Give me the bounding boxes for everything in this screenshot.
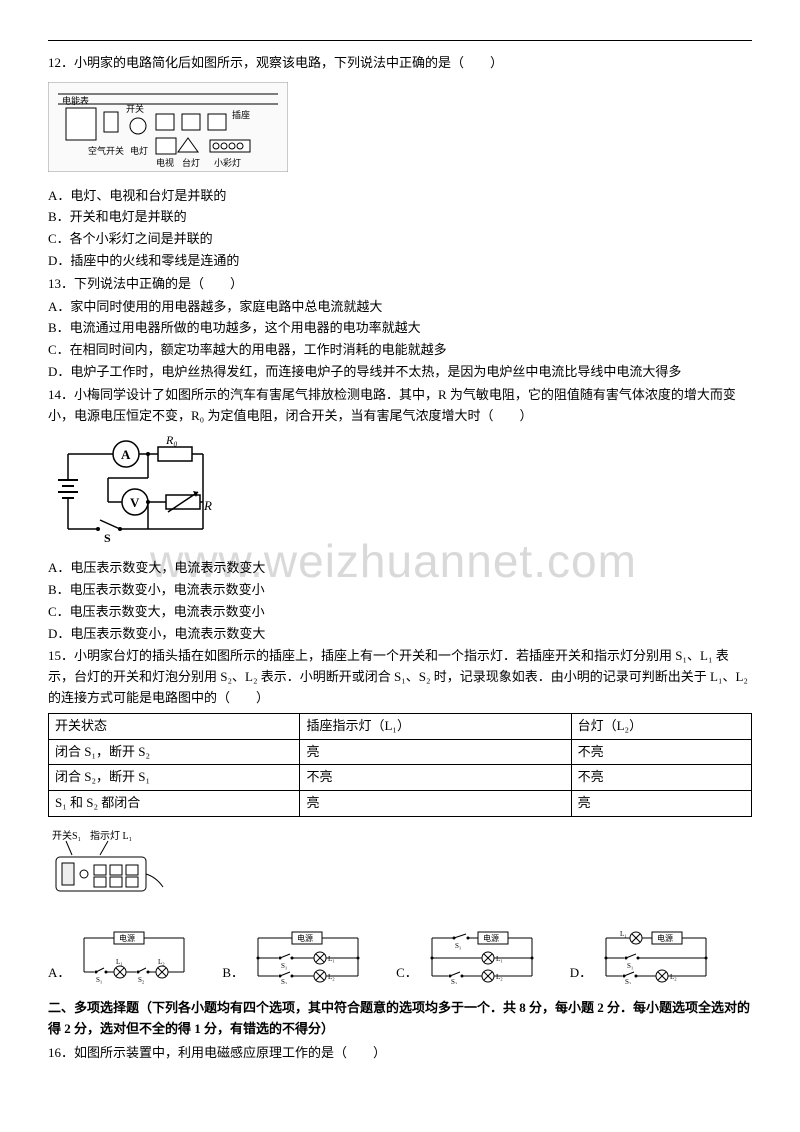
q14-stem: 14．小梅同学设计了如图所示的汽车有害尾气排放检测电路．其中，R 为气敏电阻，它… xyxy=(48,385,752,427)
q15-stem: 15．小明家台灯的插头插在如图所示的插座上，插座上有一个开关和一个指示灯．若插座… xyxy=(48,646,752,708)
svg-text:S₁: S₁ xyxy=(627,962,633,970)
svg-text:V: V xyxy=(130,495,140,510)
svg-text:电源: 电源 xyxy=(119,933,135,943)
q12-stem: 12．小明家的电路简化后如图所示，观察该电路，下列说法中正确的是（ ） xyxy=(48,53,752,74)
svg-text:A: A xyxy=(121,447,131,462)
section2-title: 二、多项选择题（下列各小题均有四个选项，其中符合题意的选项均多于一个．共 8 分… xyxy=(48,998,752,1040)
svg-text:S₁: S₁ xyxy=(455,942,461,950)
q13-option-a: A．家中同时使用的用电器越多，家庭电路中总电流就越大 xyxy=(48,297,752,318)
svg-text:电源: 电源 xyxy=(657,933,673,943)
svg-text:开关: 开关 xyxy=(126,103,144,114)
table-row: 闭合 S₂，断开 S₁不亮不亮 xyxy=(49,765,752,791)
q12-option-a: A．电灯、电视和台灯是并联的 xyxy=(48,186,752,207)
q12-option-d: D．插座中的火线和零线是连通的 xyxy=(48,251,752,272)
choice-label: D． xyxy=(570,963,592,984)
svg-text:小彩灯: 小彩灯 xyxy=(214,158,241,168)
table-header: 插座指示灯（L₁） xyxy=(300,713,571,739)
svg-text:S₂: S₂ xyxy=(138,976,145,984)
q14-option-c: C．电压表示数变大，电流表示数变小 xyxy=(48,602,752,623)
svg-text:S₂: S₂ xyxy=(451,978,458,984)
choice-label: B． xyxy=(222,963,244,984)
q14-option-b: B．电压表示数变小，电流表示数变小 xyxy=(48,580,752,601)
q15-choice-c: C． 电源 S₁ L₁ S₂ L₂ xyxy=(396,928,542,984)
svg-text:S₂: S₂ xyxy=(625,978,632,984)
top-rule xyxy=(48,40,752,41)
svg-text:S₁: S₁ xyxy=(96,976,102,984)
svg-text:L₂: L₂ xyxy=(670,973,677,981)
svg-text:电视: 电视 xyxy=(156,157,174,168)
svg-text:R: R xyxy=(203,498,212,513)
svg-text:指示灯 L₁: 指示灯 L₁ xyxy=(90,829,132,842)
q13-option-c: C．在相同时间内，额定功率越大的用电器，工作时消耗的电能就越多 xyxy=(48,340,752,361)
q13-option-b: B．电流通过用电器所做的电功越多，这个用电器的电功率就越大 xyxy=(48,318,752,339)
table-row: 闭合 S₁，断开 S₂亮不亮 xyxy=(49,739,752,765)
q12-figure: 电能表 开关 插座 空气开关 电灯 电视 台灯 小彩灯 xyxy=(48,82,288,179)
q13-option-d: D．电炉子工作时，电炉丝热得发红，而连接电炉子的导线并不太热，是因为电炉丝中电流… xyxy=(48,362,752,383)
q12-option-c: C．各个小彩灯之间是并联的 xyxy=(48,229,752,250)
svg-text:L₂: L₂ xyxy=(496,973,503,981)
svg-text:L₁: L₁ xyxy=(328,955,335,963)
q15-table: 开关状态 插座指示灯（L₁） 台灯（L₂） 闭合 S₁，断开 S₂亮不亮 闭合 … xyxy=(48,713,752,817)
svg-text:S₁: S₁ xyxy=(281,962,287,970)
svg-text:S₂: S₂ xyxy=(281,978,288,984)
q14-figure: A R₀ R V S xyxy=(48,434,218,551)
table-header: 开关状态 xyxy=(49,713,300,739)
svg-text:插座: 插座 xyxy=(232,109,250,120)
svg-text:电源: 电源 xyxy=(483,933,499,943)
svg-text:台灯: 台灯 xyxy=(182,157,200,168)
svg-text:空气开关: 空气开关 xyxy=(88,145,124,156)
q13-stem: 13．下列说法中正确的是（ ） xyxy=(48,274,752,295)
svg-text:L₁: L₁ xyxy=(496,955,503,963)
svg-text:电灯: 电灯 xyxy=(130,145,148,156)
q16-stem: 16．如图所示装置中，利用电磁感应原理工作的是（ ） xyxy=(48,1043,752,1064)
q14-option-d: D．电压表示数变小，电流表示数变大 xyxy=(48,624,752,645)
table-header: 台灯（L₂） xyxy=(571,713,751,739)
svg-text:L₂: L₂ xyxy=(158,958,165,966)
svg-text:电源: 电源 xyxy=(297,933,313,943)
choice-label: C． xyxy=(396,963,418,984)
svg-text:电能表: 电能表 xyxy=(62,95,89,106)
q15-choice-b: B． 电源 S₁ L₁ S₂ L₂ xyxy=(222,928,368,984)
svg-text:L₂: L₂ xyxy=(328,973,335,981)
svg-text:L₁: L₁ xyxy=(116,958,123,966)
svg-text:S: S xyxy=(104,531,111,544)
q15-choice-a: A． 电源 S₁ L₁ S₂ L₂ xyxy=(48,928,194,984)
q15-choices: A． 电源 S₁ L₁ S₂ L₂ B． 电源 xyxy=(48,928,752,984)
svg-text:L₁: L₁ xyxy=(620,930,627,938)
svg-text:R₀: R₀ xyxy=(165,434,178,447)
q15-choice-d: D． 电源 L₁ S₁ S₂ L₂ xyxy=(570,928,716,984)
q12-option-b: B．开关和电灯是并联的 xyxy=(48,207,752,228)
choice-label: A． xyxy=(48,963,70,984)
table-row: S₁ 和 S₂ 都闭合亮亮 xyxy=(49,791,752,817)
svg-text:开关S₁: 开关S₁ xyxy=(52,829,81,842)
q14-option-a: A．电压表示数变大，电流表示数变大 xyxy=(48,558,752,579)
q15-socket-figure: 开关S₁ 指示灯 L₁ xyxy=(48,827,168,914)
